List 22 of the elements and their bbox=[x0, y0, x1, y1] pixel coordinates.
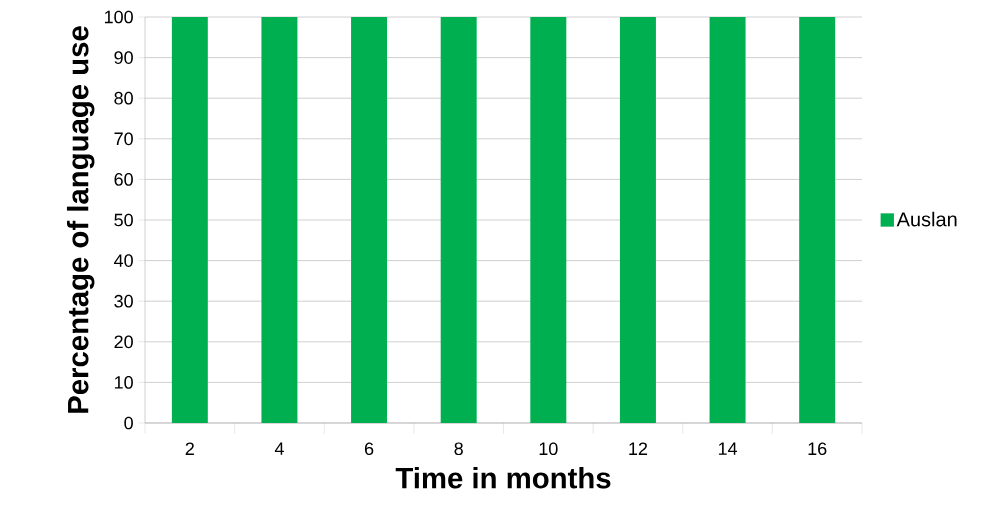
legend-label: Auslan bbox=[896, 211, 957, 227]
y-tick-label: 20 bbox=[114, 335, 133, 349]
y-tick-label: 50 bbox=[114, 213, 133, 227]
y-tick-label: 80 bbox=[114, 91, 133, 105]
y-axis-title: Percentage of language use bbox=[66, 26, 95, 413]
y-tick-label: 90 bbox=[114, 51, 133, 64]
y-tick-label: 40 bbox=[114, 254, 133, 267]
x-tick-label: 16 bbox=[808, 442, 827, 456]
y-tick-label: 100 bbox=[104, 10, 133, 24]
x-tick-label: 6 bbox=[364, 442, 374, 456]
y-tick-label: 30 bbox=[114, 294, 133, 308]
x-tick-label: 8 bbox=[454, 442, 463, 456]
y-tick-label: 10 bbox=[114, 376, 133, 389]
y-tick-label: 0 bbox=[124, 416, 133, 430]
x-tick-label: 2 bbox=[185, 442, 194, 455]
x-axis-title: Time in months bbox=[395, 466, 611, 489]
y-tick-label: 70 bbox=[114, 132, 133, 146]
x-tick-label: 4 bbox=[274, 442, 284, 455]
x-tick-label: 10 bbox=[539, 442, 558, 456]
x-tick-label: 14 bbox=[718, 442, 738, 455]
x-tick-label: 12 bbox=[629, 442, 648, 455]
y-tick-label: 60 bbox=[114, 173, 133, 186]
